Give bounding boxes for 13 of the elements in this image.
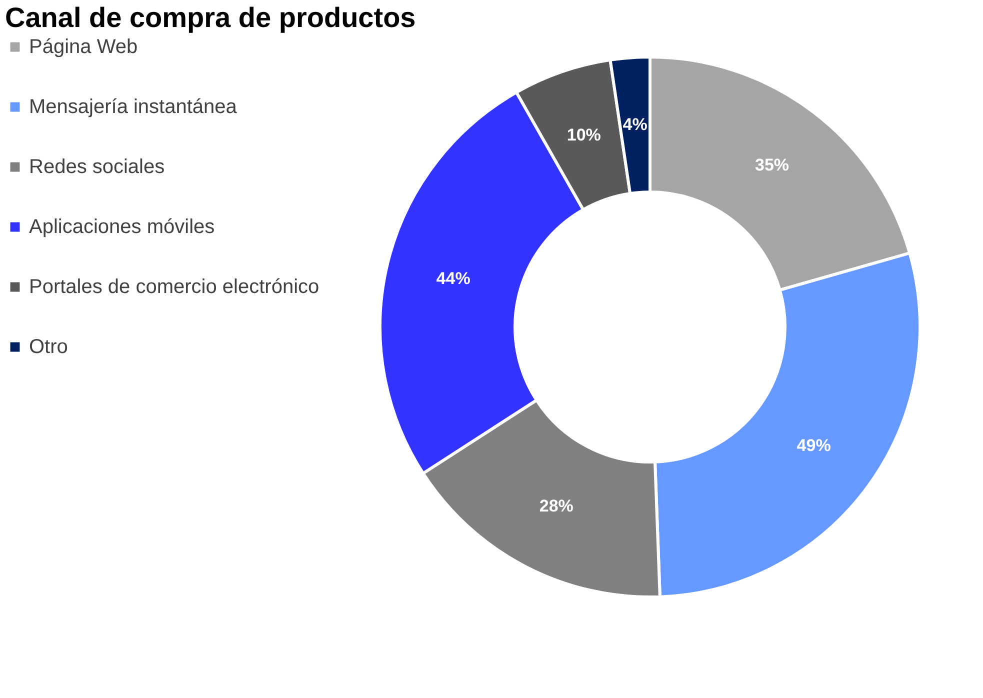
chart-title: Canal de compra de productos [5, 2, 416, 33]
legend-label: Otro [29, 336, 68, 358]
data-label: 10% [566, 126, 601, 145]
legend-label: Mensajería instantánea [29, 96, 238, 118]
legend-label: Portales de comercio electrónico [29, 276, 320, 298]
data-label: 49% [796, 436, 831, 456]
data-label: 44% [436, 268, 470, 288]
legend-label: Página Web [29, 36, 138, 58]
legend-label: Redes sociales [29, 156, 165, 178]
data-label: 4% [622, 115, 648, 134]
data-label: 28% [539, 496, 574, 516]
legend-label: Aplicaciones móviles [29, 216, 215, 238]
data-label: 35% [755, 155, 790, 174]
